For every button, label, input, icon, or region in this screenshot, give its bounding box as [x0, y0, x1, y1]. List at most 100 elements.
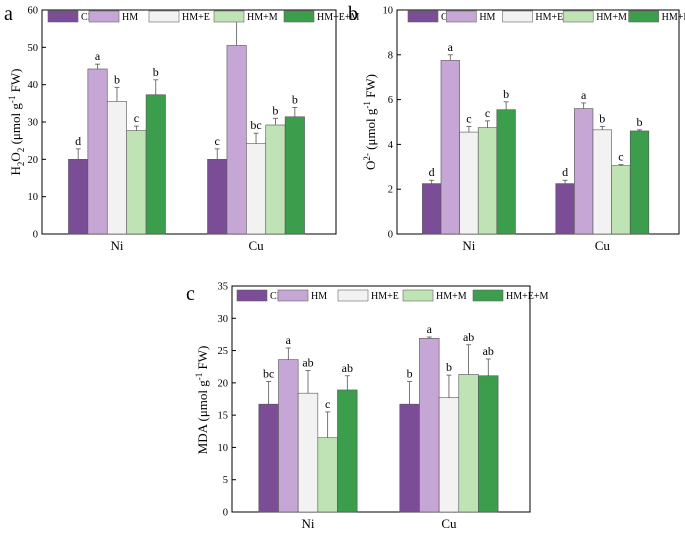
- legend-label: CK: [270, 291, 285, 302]
- y-tick-label: 6: [388, 95, 393, 106]
- significance-letter: b: [446, 360, 452, 374]
- bar-ck-ni: [258, 403, 279, 513]
- significance-letter: d: [75, 134, 81, 148]
- y-tick-label: 30: [218, 314, 229, 325]
- legend-label: HM+M: [436, 291, 467, 302]
- significance-letter: b: [114, 72, 120, 86]
- y-axis-label-mda: MDA (μmol g-1 FW): [194, 346, 210, 455]
- legend-label: HM+E+M: [317, 12, 360, 23]
- significance-letter: b: [153, 65, 159, 79]
- x-category-label: Cu: [595, 238, 611, 253]
- bar-hm-ni: [440, 60, 460, 235]
- y-tick-label: 25: [218, 346, 229, 357]
- y-label-sup: 2-: [362, 153, 372, 161]
- x-category-label: Ni: [301, 516, 314, 531]
- y-label-part: (μmol g: [8, 103, 23, 148]
- legend-swatch: [402, 289, 434, 302]
- legend-swatch: [148, 10, 180, 23]
- legend-label: HM: [122, 12, 138, 23]
- y-label-part: FW): [8, 69, 23, 96]
- bar-hm-e-m-cu: [284, 116, 305, 235]
- legend-swatch: [472, 289, 504, 302]
- y-tick-label: 60: [28, 6, 39, 17]
- legend-label: CK: [81, 12, 96, 23]
- y-tick-label: 15: [218, 411, 229, 422]
- legend-swatch: [47, 10, 79, 23]
- y-label-sub: 2: [16, 162, 26, 167]
- y-label-sup: -1: [362, 101, 372, 109]
- legend-swatch: [562, 10, 594, 23]
- bar-hm-m-cu: [458, 374, 479, 513]
- significance-letter: ab: [342, 361, 353, 375]
- bar-hm-m-ni: [126, 130, 147, 235]
- bar-hm-cu: [574, 108, 594, 235]
- legend-label: HM: [311, 291, 327, 302]
- bar-hm-e-m-ni: [337, 389, 358, 513]
- bar-hm-e-cu: [592, 129, 612, 235]
- significance-letter: b: [599, 111, 605, 125]
- bar-hm-ni: [87, 68, 108, 235]
- significance-letter: b: [637, 115, 643, 129]
- legend-label: HM+M: [247, 12, 278, 23]
- y-tick-label: 20: [218, 378, 229, 389]
- bar-hm-e-ni: [297, 392, 319, 513]
- legend-label: HM+M: [596, 12, 627, 23]
- significance-letter: ab: [463, 330, 474, 344]
- y-axis-label-superoxide: O2- (μmol g-1 FW): [362, 74, 378, 170]
- plot-frame: [231, 285, 531, 513]
- bar-hm-e-ni: [106, 101, 127, 235]
- significance-letter: b: [503, 87, 509, 101]
- significance-letter: a: [286, 333, 292, 347]
- significance-letter: ab: [302, 356, 313, 370]
- significance-letter: bc: [263, 367, 274, 381]
- panel-label-b: b: [348, 3, 358, 25]
- y-label-part: FW): [363, 74, 378, 101]
- x-category-label: Cu: [248, 238, 264, 253]
- panel-label-a: a: [4, 3, 13, 25]
- significance-letter: d: [562, 165, 568, 179]
- legend-swatch: [502, 10, 533, 23]
- y-tick-label: 4: [388, 140, 394, 151]
- bar-hm-m-cu: [611, 165, 631, 235]
- significance-letter: a: [581, 88, 587, 102]
- x-category-label: Cu: [441, 516, 457, 531]
- significance-letter: c: [466, 111, 471, 125]
- legend-swatch: [407, 10, 439, 23]
- plot-frame: [396, 9, 680, 235]
- y-tick-label: 8: [388, 50, 393, 61]
- bar-hm-e-m-ni: [496, 109, 516, 235]
- bar-hm-cu: [419, 338, 440, 513]
- y-tick-label: 20: [28, 155, 39, 166]
- significance-letter: b: [272, 103, 278, 117]
- y-tick-label: 5: [223, 475, 228, 486]
- bar-ck-ni: [68, 159, 89, 235]
- significance-letter: c: [215, 134, 220, 148]
- significance-letter: c: [134, 111, 139, 125]
- y-label-part: (μmol g: [363, 108, 378, 153]
- significance-letter: a: [448, 40, 454, 54]
- bar-ck-ni: [422, 183, 442, 235]
- legend-swatch: [337, 289, 369, 302]
- significance-letter: c: [485, 106, 490, 120]
- significance-letter: d: [429, 165, 435, 179]
- legend-swatch: [213, 10, 245, 23]
- y-label-sup: -1: [7, 96, 17, 104]
- panel-a: a H2O2 (μmol g-1 FW) 0102030405060Nidabc…: [4, 3, 360, 253]
- legend-label: HM+E+M: [662, 12, 685, 23]
- legend-swatch: [236, 289, 268, 302]
- legend-label: HM+E+M: [506, 291, 549, 302]
- legend-label: HM+E: [371, 291, 399, 302]
- significance-letter: ab: [483, 344, 494, 358]
- legend-swatch: [446, 10, 477, 23]
- y-axis-label-h2o2: H2O2 (μmol g-1 FW): [7, 69, 26, 176]
- panel-label-c: c: [186, 283, 195, 305]
- y-label-part: O: [363, 161, 378, 170]
- y-tick-label: 0: [388, 230, 393, 241]
- significance-letter: a: [95, 49, 101, 63]
- legend-label: HM+E: [182, 12, 210, 23]
- y-label-part: O: [8, 152, 23, 161]
- y-label-part: FW): [195, 346, 210, 373]
- y-tick-label: 30: [28, 118, 39, 129]
- legend-swatch: [628, 10, 659, 23]
